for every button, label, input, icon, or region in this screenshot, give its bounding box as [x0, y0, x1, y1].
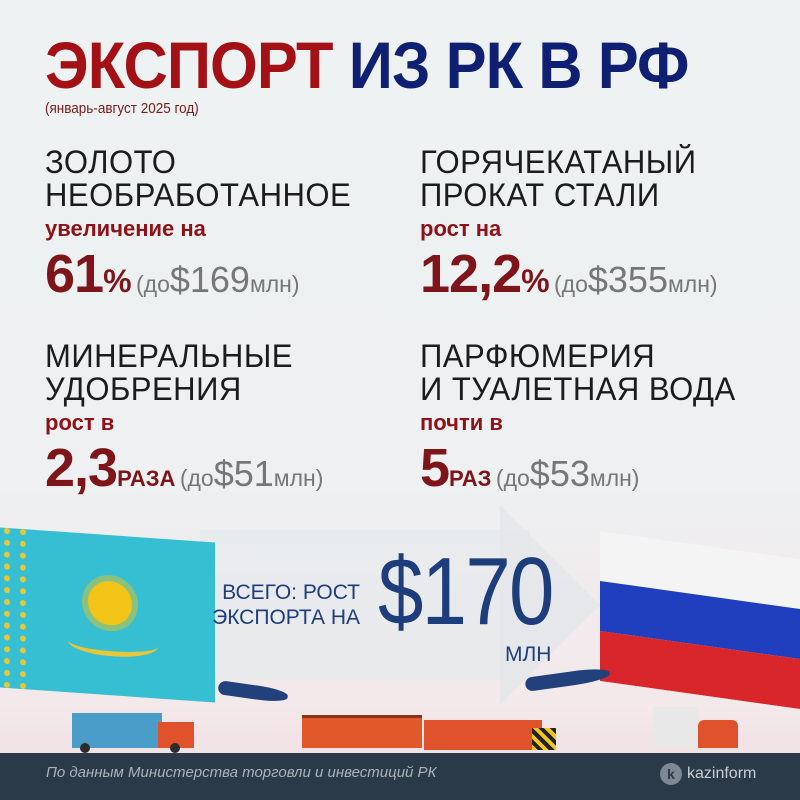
item-change-label: рост на — [420, 216, 502, 241]
source-note: По данным Министерства торговли и инвест… — [46, 764, 437, 781]
item-change-label: почти в — [420, 410, 503, 435]
item-heading: ГОРЯЧЕКАТАНЫЙ ПРОКАТ СТАЛИ — [420, 144, 697, 213]
item-gold: ЗОЛОТО НЕОБРАБОТАННОЕ увеличение на 61% (… — [45, 146, 415, 318]
item-change-label: рост в — [45, 410, 115, 435]
item-value: 12,2% (до$355млн) — [420, 244, 718, 304]
total-unit: МЛН — [505, 643, 552, 666]
kazakhstan-flag-icon — [0, 527, 215, 703]
locomotive-front — [532, 728, 556, 750]
van-box-icon — [653, 707, 698, 747]
total-label: ВСЕГО: РОСТ ЭКСПОРТА НА — [212, 581, 360, 629]
item-value: 2,3РАЗА (до$51млн) — [45, 438, 324, 498]
wheel — [170, 743, 180, 753]
item-value: 61% (до$169млн) — [45, 244, 300, 304]
item-perfume: ПАРФЮМЕРИЯ И ТУАЛЕТНАЯ ВОДА почти в 5РАЗ … — [420, 340, 790, 512]
logo-mark-icon: k — [660, 763, 682, 785]
item-change-label: увеличение на — [45, 216, 206, 241]
freight-wagon-icon — [302, 715, 422, 748]
locomotive-icon — [424, 720, 542, 750]
item-value: 5РАЗ (до$53млн) — [420, 438, 640, 498]
title-red: ЭКСПОРТ — [45, 28, 334, 102]
arrow-shaft — [200, 530, 530, 680]
russia-flag-icon — [600, 530, 800, 710]
item-heading: МИНЕРАЛЬНЫЕ УДОБРЕНИЯ — [45, 338, 293, 407]
item-heading: ЗОЛОТО НЕОБРАБОТАННОЕ — [45, 144, 352, 213]
flag-ornament — [4, 527, 26, 690]
wheel — [80, 743, 90, 753]
flag-sun — [88, 579, 132, 627]
kazinform-logo: k kazinform — [660, 763, 756, 785]
page-title: ЭКСПОРТ ИЗ РК В РФ — [45, 32, 689, 98]
title-blue: ИЗ РК В РФ — [348, 28, 690, 102]
item-fertilizer: МИНЕРАЛЬНЫЕ УДОБРЕНИЯ рост в 2,3РАЗА (до$… — [45, 340, 415, 512]
van-cab — [698, 720, 738, 748]
total-amount: $170 — [378, 538, 554, 645]
item-steel: ГОРЯЧЕКАТАНЫЙ ПРОКАТ СТАЛИ рост на 12,2% … — [420, 146, 790, 318]
item-heading: ПАРФЮМЕРИЯ И ТУАЛЕТНАЯ ВОДА — [420, 338, 736, 407]
flag-eagle — [68, 627, 158, 660]
subtitle: (январь-август 2025 год) — [45, 100, 199, 117]
container-truck-icon — [72, 713, 162, 748]
logo-text: kazinform — [687, 765, 757, 782]
